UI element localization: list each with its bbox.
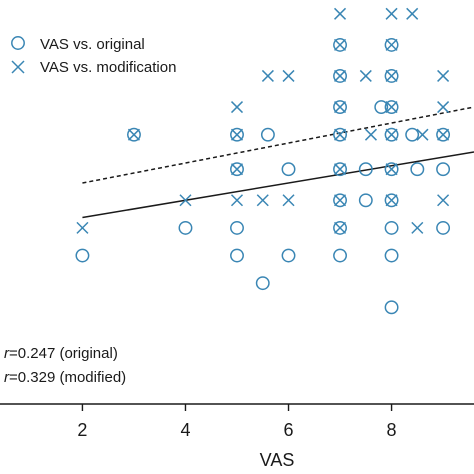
- point-original-7: [260, 127, 275, 142]
- point-modification-3: [230, 101, 244, 114]
- point-modification-14: [334, 101, 347, 114]
- legend-circle-marker: [11, 36, 25, 50]
- point-original-20: [358, 193, 373, 208]
- point-modification-4: [230, 128, 244, 141]
- point-original-0: [75, 248, 90, 263]
- point-modification-1: [127, 128, 140, 141]
- point-original-3: [230, 127, 244, 142]
- point-modification-31: [437, 69, 450, 82]
- fit-line-original: [82, 151, 474, 219]
- point-modification-9: [256, 194, 269, 207]
- point-original-18: [333, 248, 347, 263]
- point-original-22: [384, 37, 399, 52]
- point-original-34: [436, 162, 451, 177]
- point-original-21: [374, 100, 389, 114]
- point-modification-20: [364, 128, 377, 141]
- point-modification-7: [261, 69, 274, 82]
- annotation-modified-value: =0.329 (modified): [9, 369, 126, 386]
- point-original-2: [178, 220, 193, 235]
- point-original-25: [384, 127, 399, 142]
- legend-label-modification: VAS vs. modification: [40, 59, 176, 76]
- point-original-27: [384, 193, 399, 208]
- point-modification-15: [334, 128, 347, 141]
- point-original-19: [358, 162, 373, 177]
- point-original-1: [127, 127, 141, 142]
- point-modification-5: [230, 163, 244, 176]
- point-modification-33: [437, 128, 450, 141]
- point-original-15: [333, 162, 347, 177]
- point-original-35: [436, 220, 451, 235]
- point-modification-25: [385, 101, 398, 114]
- point-original-14: [333, 127, 347, 142]
- point-original-17: [333, 220, 347, 235]
- point-modification-10: [282, 194, 295, 207]
- point-original-16: [333, 193, 347, 208]
- point-original-8: [255, 276, 270, 291]
- point-original-29: [384, 248, 399, 263]
- point-original-12: [333, 69, 347, 83]
- fit-lines: [82, 106, 474, 219]
- point-original-13: [333, 100, 347, 114]
- point-modification-6: [230, 194, 244, 207]
- x-axis-title: VAS: [260, 450, 295, 470]
- point-original-30: [384, 300, 399, 315]
- x-tick-label-6: 6: [284, 420, 294, 440]
- point-original-4: [230, 162, 244, 177]
- x-tick-label-4: 4: [180, 420, 190, 440]
- point-modification-34: [437, 194, 450, 207]
- point-original-32: [410, 162, 425, 177]
- point-modification-0: [76, 221, 89, 234]
- point-original-9: [281, 162, 296, 177]
- point-modification-29: [411, 221, 424, 234]
- point-modification-22: [406, 7, 419, 20]
- legend: VAS vs. original VAS vs. modification: [11, 36, 176, 76]
- point-modification-26: [385, 128, 398, 141]
- x-tick-label-2: 2: [77, 420, 87, 440]
- point-modification-8: [282, 69, 295, 82]
- point-original-10: [281, 248, 296, 263]
- annotation-original-r: r=0.247 (original): [4, 345, 118, 362]
- point-original-33: [436, 127, 451, 142]
- x-tick-label-8: 8: [387, 420, 397, 440]
- annotation-original-value: =0.247 (original): [9, 345, 118, 362]
- point-modification-19: [359, 69, 372, 82]
- point-original-24: [384, 100, 399, 114]
- point-original-5: [230, 220, 244, 235]
- point-modification-27: [385, 163, 398, 176]
- annotation-modified-var: r: [4, 369, 10, 386]
- correlation-annotations: r=0.247 (original) r=0.329 (modified): [4, 345, 126, 386]
- point-modification-12: [334, 38, 347, 51]
- annotation-original-var: r: [4, 345, 10, 362]
- point-modification-23: [385, 38, 398, 51]
- x-axis-ticks: 2 4 6 8: [77, 404, 397, 440]
- data-points: [75, 7, 451, 315]
- point-modification-11: [334, 7, 347, 20]
- annotation-modified-r: r=0.329 (modified): [4, 369, 126, 386]
- point-original-26: [384, 162, 399, 177]
- legend-label-original: VAS vs. original: [40, 36, 145, 53]
- point-modification-16: [334, 163, 347, 176]
- point-modification-32: [437, 101, 450, 114]
- point-modification-2: [179, 194, 192, 207]
- legend-x-marker: [11, 60, 25, 74]
- point-original-6: [230, 248, 244, 263]
- point-modification-28: [385, 194, 398, 207]
- point-modification-18: [334, 221, 347, 234]
- point-modification-24: [385, 69, 398, 82]
- point-original-23: [384, 69, 399, 83]
- point-original-31: [405, 127, 420, 142]
- point-original-28: [384, 220, 399, 235]
- fit-line-modified: [82, 106, 474, 184]
- point-modification-30: [416, 128, 429, 141]
- point-modification-17: [334, 194, 347, 207]
- point-original-11: [333, 37, 347, 52]
- point-modification-13: [334, 69, 347, 82]
- point-modification-21: [385, 7, 398, 20]
